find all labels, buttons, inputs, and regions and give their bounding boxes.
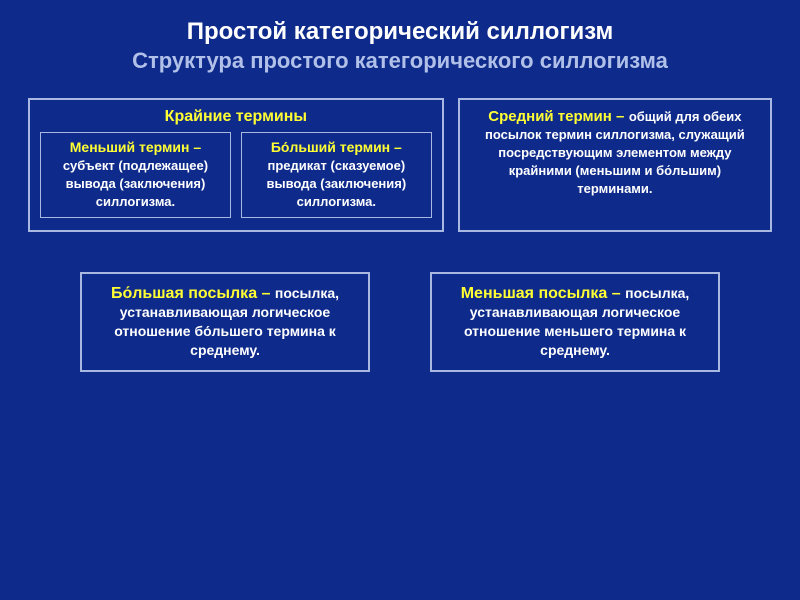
major-term-body: предикат (сказуемое) вывода (заключения)… xyxy=(266,158,406,209)
major-premise-box: Бо́льшая посылка – посылка, устанавливаю… xyxy=(80,272,370,372)
major-term-box: Бо́льший термин – предикат (сказуемое) в… xyxy=(241,132,432,218)
minor-premise-head: Меньшая посылка – xyxy=(461,285,621,302)
row-top: Крайние термины Меньший термин – субъект… xyxy=(28,98,772,232)
major-term-head: Бо́льший термин – xyxy=(271,139,402,155)
extreme-inner: Меньший термин – субъект (подлежащее) вы… xyxy=(40,132,432,218)
row-bottom: Бо́льшая посылка – посылка, устанавливаю… xyxy=(28,272,772,372)
slide: Простой категорический силлогизм Структу… xyxy=(0,0,800,600)
minor-term-box: Меньший термин – субъект (подлежащее) вы… xyxy=(40,132,231,218)
minor-term-body: субъект (подлежащее) вывода (заключения)… xyxy=(63,158,208,209)
extreme-header: Крайние термины xyxy=(40,108,432,126)
title-main: Простой категорический силлогизм xyxy=(28,18,772,46)
middle-term-head: Средний термин – xyxy=(488,108,624,125)
extreme-terms-box: Крайние термины Меньший термин – субъект… xyxy=(28,98,444,232)
minor-term-head: Меньший термин – xyxy=(70,139,201,155)
middle-term-box: Средний термин – общий для обеих посылок… xyxy=(458,98,772,232)
title-sub: Структура простого категорического силло… xyxy=(28,48,772,74)
minor-premise-box: Меньшая посылка – посылка, устанавливающ… xyxy=(430,272,720,372)
major-premise-head: Бо́льшая посылка – xyxy=(111,285,271,302)
